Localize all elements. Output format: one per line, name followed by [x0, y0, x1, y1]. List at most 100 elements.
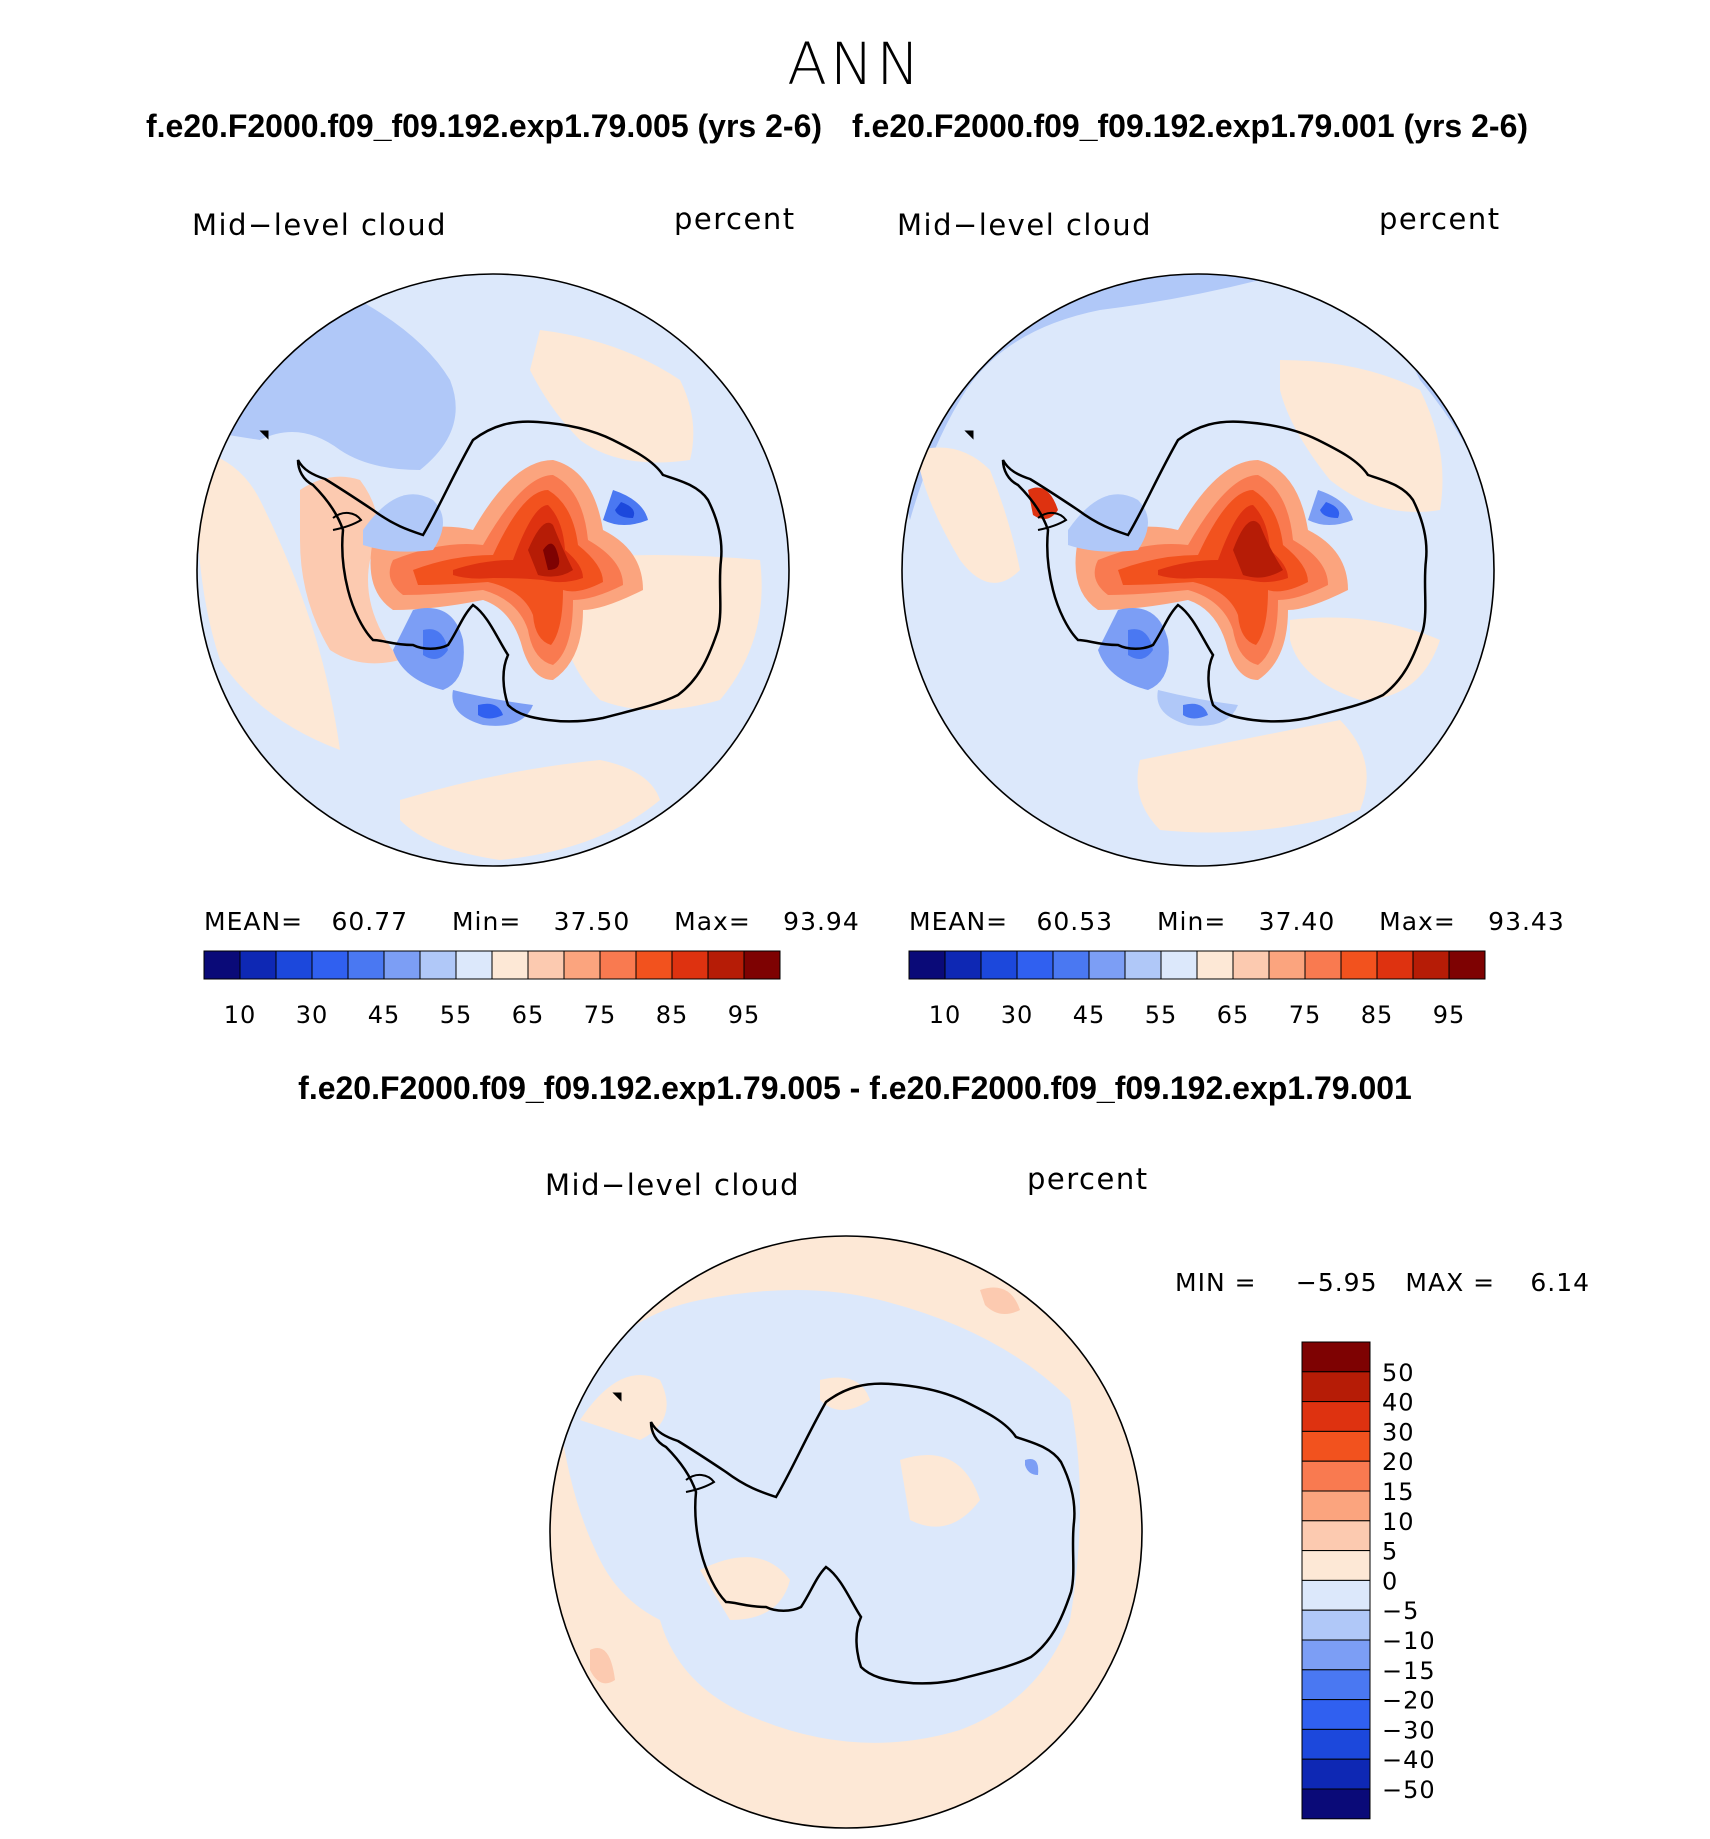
panel3-colorbar-tick-label: −10 [1382, 1627, 1436, 1655]
panel3-min-label: MIN = [1175, 1268, 1257, 1297]
panel1-colorbar-swatch [239, 950, 277, 980]
panel3-colorbar-swatch [1301, 1758, 1371, 1790]
panel3-colorbar-swatch [1301, 1728, 1371, 1760]
panel2-colorbar-swatch [1088, 950, 1126, 980]
panel3-colorbar-swatch [1301, 1609, 1371, 1641]
panel2-colorbar-tick-label: 75 [1289, 1001, 1322, 1029]
panel3-max-label: MAX = [1405, 1268, 1496, 1297]
panel2-colorbar-tick-label: 65 [1217, 1001, 1250, 1029]
panel1-mean-value: 60.77 [331, 907, 409, 936]
panel1-colorbar-swatch [419, 950, 457, 980]
panel3-colorbar-tick-label: 10 [1382, 1508, 1415, 1536]
panel2-map [901, 273, 1495, 867]
panel2-mean-label: MEAN= [909, 907, 1009, 936]
panel2-colorbar-swatch [980, 950, 1018, 980]
panel1-max-label: Max= [674, 907, 751, 936]
right-case-title: f.e20.F2000.f09_f09.192.exp1.79.001 (yrs… [852, 108, 1529, 144]
panel1-colorbar-swatch [563, 950, 601, 980]
panel1-mean-label: MEAN= [204, 907, 304, 936]
panel1-colorbar-tick-label: 65 [512, 1001, 545, 1029]
panel1-colorbar: 10 30 45 55 65 75 85 95 [203, 950, 781, 1029]
panel2-colorbar-swatch [1304, 950, 1342, 980]
panel2-colorbar-tick-label: 55 [1145, 1001, 1178, 1029]
panel2-colorbar-swatch [908, 950, 946, 980]
panel2-colorbar-swatch [1412, 950, 1450, 980]
panel2-colorbar-swatch [1052, 950, 1090, 980]
panel1-colorbar-tick-label: 95 [728, 1001, 761, 1029]
panel2-colorbar-swatch [1232, 950, 1270, 980]
panel3-colorbar-tick-label: 50 [1382, 1359, 1415, 1387]
panel3-colorbar-tick-label: 40 [1382, 1389, 1415, 1417]
panel2-colorbar-swatch [1016, 950, 1054, 980]
panel1-colorbar-swatch [311, 950, 349, 980]
panel3-colorbar-swatch [1301, 1639, 1371, 1671]
panel3-colorbar-tick-label: 0 [1382, 1567, 1398, 1595]
panel1-colorbar-swatch [383, 950, 421, 980]
panel1-colorbar-tick-label: 30 [296, 1001, 329, 1029]
panel3-colorbar-swatch [1301, 1371, 1371, 1403]
panel3-colorbar-swatch [1301, 1669, 1371, 1701]
panel3-max-value: 6.14 [1530, 1268, 1591, 1297]
panel3-colorbar-tick-label: 30 [1382, 1418, 1415, 1446]
panel1-colorbar-swatch [203, 950, 241, 980]
panel2-colorbar: 10 30 45 55 65 75 85 95 [908, 950, 1486, 1029]
panel2-colorbar-swatch [1448, 950, 1486, 980]
panel3-colorbar-tick-label: −15 [1382, 1657, 1436, 1685]
panel2-min-value: 37.40 [1258, 907, 1336, 936]
panel1-colorbar-tick-label: 55 [440, 1001, 473, 1029]
panel1-variable-label: Mid−level cloud [192, 208, 447, 242]
panel2-colorbar-swatch [1376, 950, 1414, 980]
panel3-colorbar-swatch [1301, 1490, 1371, 1522]
panel1-colorbar-swatch [599, 950, 637, 980]
panel1-colorbar-tick-label: 45 [368, 1001, 401, 1029]
panel3-min-value: −5.95 [1295, 1268, 1378, 1297]
panel2-colorbar-swatch [1268, 950, 1306, 980]
panel3-colorbar-tick-label: −50 [1382, 1776, 1436, 1804]
difference-title: f.e20.F2000.f09_f09.192.exp1.79.005 - f.… [298, 1070, 1412, 1106]
panel3-colorbar-tick-label: −40 [1382, 1746, 1436, 1774]
panel1-colorbar-tick-label: 85 [656, 1001, 689, 1029]
panel1-colorbar-swatch [527, 950, 565, 980]
panel3-colorbar-tick-label: −30 [1382, 1716, 1436, 1744]
panel3-colorbar-swatch [1301, 1520, 1371, 1552]
panel1-colorbar-tick-label: 75 [584, 1001, 617, 1029]
panel2-colorbar-tick-label: 85 [1361, 1001, 1394, 1029]
panel3-colorbar-swatch [1301, 1579, 1371, 1611]
panel1-colorbar-swatch [635, 950, 673, 980]
panel2-colorbar-swatch [1340, 950, 1378, 980]
panel1-stats: MEAN= 60.77 Min= 37.50 Max= 93.94 [204, 907, 860, 936]
season-title: ANN [787, 30, 923, 98]
panel2-variable-label: Mid−level cloud [897, 208, 1152, 242]
panel1-colorbar-swatch [707, 950, 745, 980]
panel1-colorbar-swatch [455, 950, 493, 980]
panel1-colorbar-swatch [671, 950, 709, 980]
panel3-variable-label: Mid−level cloud [545, 1168, 800, 1202]
panel1-map [196, 273, 790, 867]
left-case-title: f.e20.F2000.f09_f09.192.exp1.79.005 (yrs… [146, 108, 823, 144]
panel2-colorbar-tick-label: 10 [929, 1001, 962, 1029]
panel3-colorbar-swatch [1301, 1460, 1371, 1492]
panel2-colorbar-swatch [944, 950, 982, 980]
panel3-colorbar-tick-label: −20 [1382, 1687, 1436, 1715]
panel2-colorbar-tick-label: 45 [1073, 1001, 1106, 1029]
panel1-colorbar-swatch [347, 950, 385, 980]
panel3-colorbar-swatch [1301, 1699, 1371, 1730]
panel3-colorbar-swatch [1301, 1788, 1371, 1820]
panel3-colorbar-tick-label: 20 [1382, 1448, 1415, 1476]
panel2-colorbar-swatch [1196, 950, 1234, 980]
panel3-stats: MIN = −5.95 MAX = 6.14 [1175, 1268, 1590, 1297]
panel2-max-value: 93.43 [1488, 907, 1565, 936]
panel3-colorbar-tick-label: −5 [1382, 1597, 1419, 1625]
panel1-colorbar-tick-label: 10 [224, 1001, 257, 1029]
panel3-units-label: percent [1027, 1162, 1149, 1196]
panel2-min-label: Min= [1156, 907, 1227, 936]
panel3-map [549, 1235, 1143, 1829]
panel3-colorbar-tick-label: 15 [1382, 1478, 1415, 1506]
panel1-colorbar-swatch [743, 950, 781, 980]
panel2-max-label: Max= [1379, 907, 1456, 936]
panel2-colorbar-swatch [1124, 950, 1162, 980]
panel3-colorbar-swatch [1301, 1430, 1371, 1462]
panel3-colorbar-swatch [1301, 1401, 1371, 1432]
